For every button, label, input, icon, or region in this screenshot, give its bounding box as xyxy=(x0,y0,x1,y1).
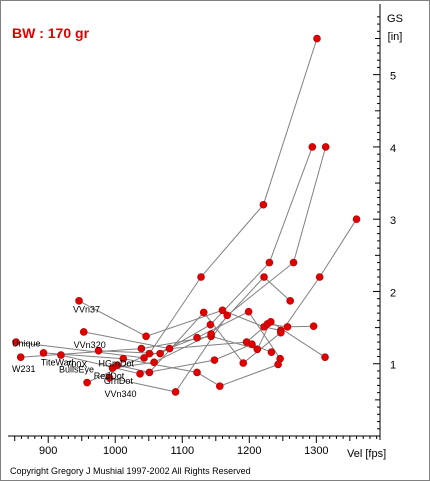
data-point xyxy=(283,323,292,331)
data-point xyxy=(94,346,103,355)
data-point xyxy=(75,297,83,305)
data-point xyxy=(57,351,65,359)
data-point xyxy=(352,215,361,223)
data-point xyxy=(308,143,317,151)
data-point xyxy=(145,368,154,377)
series-line xyxy=(98,146,313,355)
x-tick-label: 1000 xyxy=(103,445,127,457)
data-point xyxy=(239,359,248,367)
data-point xyxy=(259,200,268,209)
data-point xyxy=(216,382,224,390)
data-point xyxy=(193,333,201,342)
series-label: VVn340 xyxy=(105,389,137,399)
data-point xyxy=(193,368,201,377)
series-label: 700X xyxy=(66,359,87,369)
series-label: BullsEye xyxy=(59,365,94,375)
data-point xyxy=(206,320,215,329)
data-point xyxy=(248,340,256,349)
data-point xyxy=(315,273,324,281)
data-point xyxy=(16,353,25,362)
data-point xyxy=(210,356,219,364)
y-tick-label: 3 xyxy=(390,215,396,227)
series-label: GrnDot xyxy=(104,376,134,386)
x-tick-label: 1200 xyxy=(237,445,261,457)
data-point xyxy=(313,34,321,43)
data-point xyxy=(274,360,282,369)
series-points xyxy=(12,34,361,396)
data-point xyxy=(309,322,318,330)
series-line xyxy=(117,218,357,373)
data-point xyxy=(223,311,231,320)
copyright-footer: Copyright Gregory J Mushial 1997-2002 Al… xyxy=(10,466,251,476)
data-point xyxy=(286,297,294,305)
data-point xyxy=(165,344,174,353)
series-label: TiteWad xyxy=(41,357,74,367)
series-lines xyxy=(15,38,357,393)
x-tick-label: 1300 xyxy=(304,445,328,457)
y-tick-label: 4 xyxy=(390,143,396,155)
data-point xyxy=(197,273,205,281)
data-point xyxy=(140,354,148,362)
data-point xyxy=(79,328,88,336)
data-point xyxy=(321,143,330,151)
data-point xyxy=(145,349,154,358)
data-point xyxy=(321,353,329,362)
data-point xyxy=(289,258,298,267)
data-point xyxy=(136,370,144,378)
series-label: Unique xyxy=(12,338,41,348)
series-label: HGrnDot xyxy=(98,359,134,369)
x-axis-label: Vel [fps] xyxy=(347,448,386,460)
data-point xyxy=(150,358,158,367)
data-point xyxy=(260,273,268,281)
data-point xyxy=(244,307,253,316)
series-line xyxy=(78,300,281,337)
series-label: W231 xyxy=(12,364,36,374)
x-axis-ticks: 900 1000 1100 1200 1300 xyxy=(8,435,380,457)
x-tick-label: 900 xyxy=(39,445,57,457)
data-point xyxy=(142,332,150,341)
y-axis-unit: [in] xyxy=(388,31,403,43)
y-tick-label: 1 xyxy=(390,360,396,372)
data-point xyxy=(12,338,20,346)
data-point xyxy=(207,330,215,338)
y-axis-label: GS xyxy=(387,13,403,25)
data-point xyxy=(137,344,146,353)
data-point xyxy=(253,345,262,354)
y-axis-ticks: 1 2 3 4 5 xyxy=(373,16,396,430)
data-point xyxy=(156,349,164,358)
data-point xyxy=(267,348,276,356)
series-label: VVn37 xyxy=(73,305,100,315)
series-labels: VVn37 VVn320 Unique W231 TiteWad700XBullsEye… xyxy=(12,305,137,400)
data-point xyxy=(171,388,180,396)
series-label: VVn320 xyxy=(74,340,106,350)
data-point xyxy=(39,349,48,357)
data-point xyxy=(218,306,227,315)
data-point xyxy=(265,258,274,267)
y-tick-label: 5 xyxy=(390,71,396,83)
data-point xyxy=(119,354,128,363)
x-tick-label: 1100 xyxy=(170,445,194,457)
data-point xyxy=(266,318,275,326)
data-point xyxy=(83,378,91,387)
series-label: RedDot xyxy=(94,371,125,381)
data-point xyxy=(276,328,285,337)
data-point xyxy=(199,308,208,317)
y-tick-label: 2 xyxy=(390,287,396,299)
chart-title: BW : 170 gr xyxy=(12,25,90,41)
data-point xyxy=(105,373,114,382)
data-point xyxy=(113,361,122,369)
